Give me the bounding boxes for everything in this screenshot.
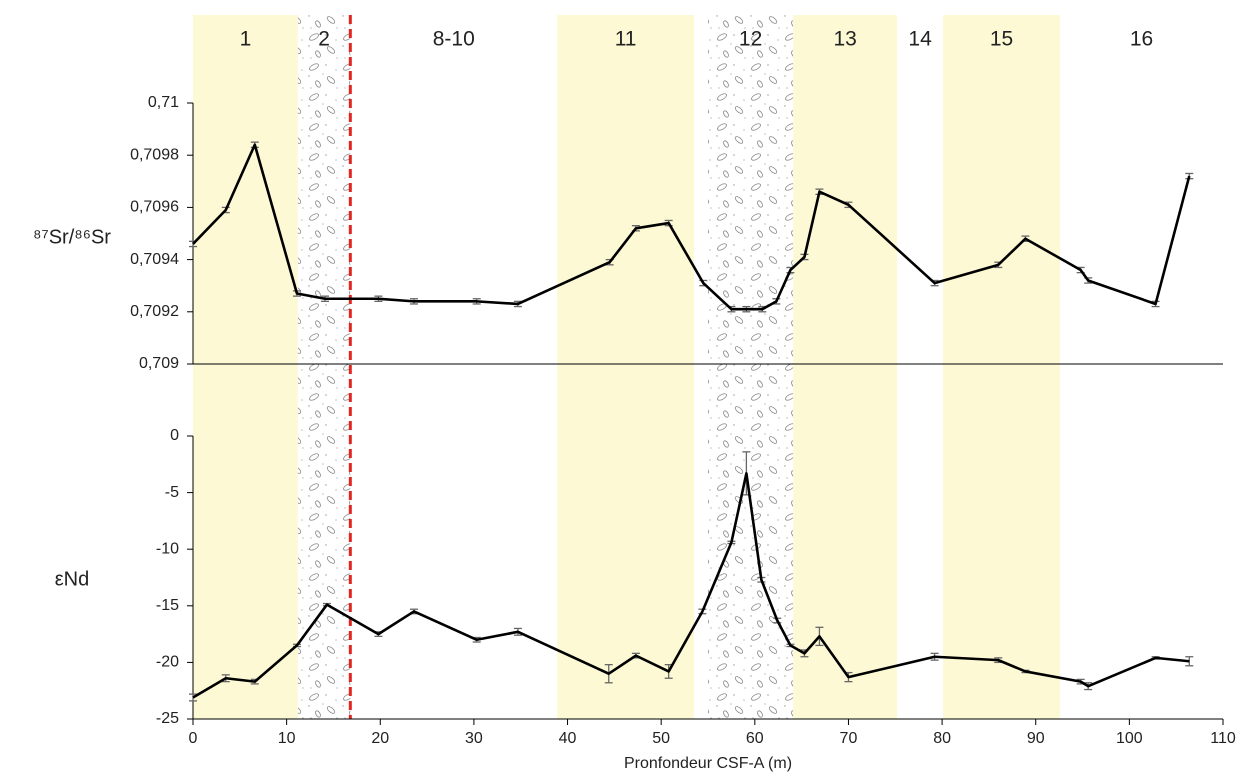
y-axis-label: εNd	[55, 568, 89, 590]
zone-label: 15	[990, 28, 1013, 51]
y-axis-label: ⁸⁷Sr/⁸⁶Sr	[33, 226, 111, 248]
y-tick-label: 0,7096	[130, 199, 179, 216]
x-tick-label: 0	[189, 730, 198, 747]
zone-label: 13	[833, 28, 856, 51]
y-tick-label: -15	[156, 597, 179, 614]
y-tick-label: 0,709	[139, 355, 179, 372]
zone-label: 1	[240, 28, 252, 51]
x-tick-label: 20	[371, 730, 389, 747]
x-tick-label: 50	[652, 730, 670, 747]
x-tick-label: 40	[559, 730, 577, 747]
y-tick-label: -25	[156, 710, 179, 727]
y-tick-label: 0,7098	[130, 146, 179, 163]
y-tick-label: 0,7092	[130, 303, 179, 320]
zone	[297, 15, 351, 719]
x-tick-label: 90	[1027, 730, 1045, 747]
y-tick-label: -10	[156, 540, 179, 557]
y-tick-label: -20	[156, 654, 179, 671]
zone	[708, 15, 794, 719]
zone-label: 2	[318, 28, 330, 51]
x-tick-label: 110	[1210, 730, 1236, 747]
y-tick-label: 0,71	[148, 94, 179, 111]
zone-label: 8-10	[433, 28, 475, 51]
y-tick-label: 0,7094	[130, 251, 179, 268]
y-tick-label: -5	[165, 484, 179, 501]
x-axis-label: Pronfondeur CSF-A (m)	[624, 755, 792, 772]
zone	[793, 15, 898, 719]
x-tick-label: 80	[933, 730, 951, 747]
zone-label: 11	[615, 28, 637, 51]
data-line	[192, 472, 1190, 699]
zone-label: 16	[1130, 28, 1153, 51]
zone	[943, 15, 1061, 719]
zone	[557, 15, 694, 719]
zone-label: 12	[739, 28, 762, 51]
x-tick-label: 30	[465, 730, 483, 747]
x-tick-label: 10	[278, 730, 296, 747]
x-tick-label: 70	[840, 730, 858, 747]
data-line	[192, 143, 1191, 311]
y-tick-label: 0	[170, 427, 179, 444]
zone	[193, 15, 298, 719]
zone-label: 14	[908, 28, 932, 51]
x-tick-label: 100	[1116, 730, 1143, 747]
x-tick-label: 60	[746, 730, 764, 747]
